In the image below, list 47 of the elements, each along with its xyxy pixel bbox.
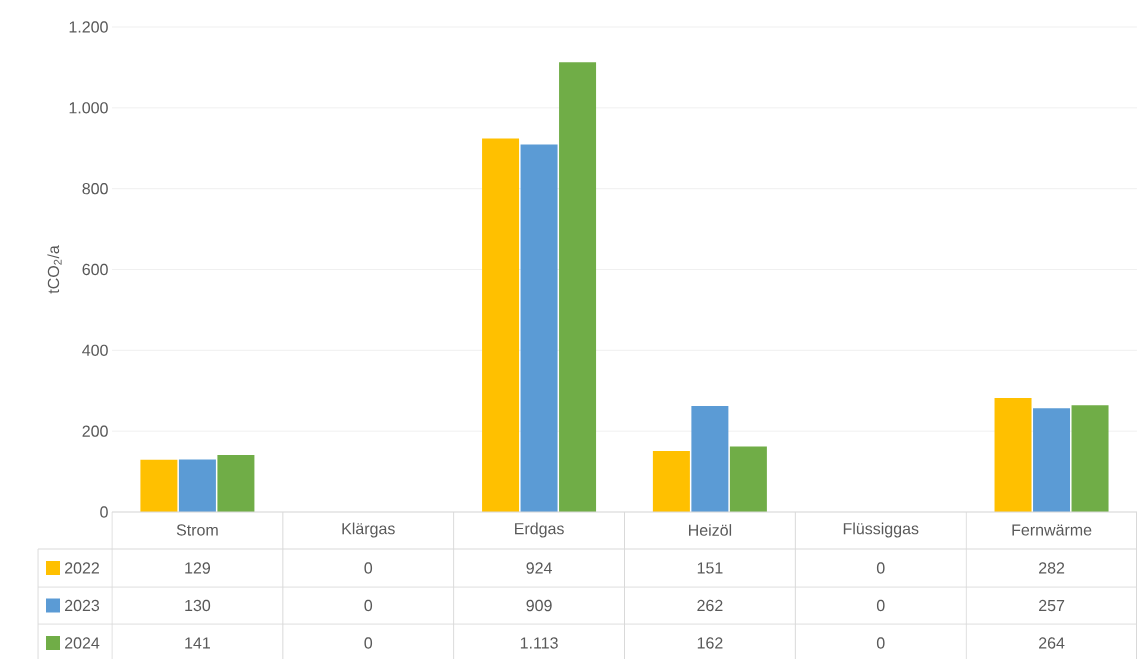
y-axis-title: tCO$_{2}$/a	[47, 245, 62, 294]
data-label: 0	[364, 599, 373, 612]
y-tick-label: 400	[82, 344, 108, 356]
data-label: 129	[185, 562, 211, 574]
data-label: 282	[1039, 562, 1065, 574]
x-tick-label: Strom	[176, 524, 218, 536]
x-tick-label: Heizöl	[689, 524, 732, 536]
legend-label: 2022	[65, 562, 99, 574]
bar	[559, 62, 597, 512]
bar	[1071, 405, 1109, 512]
data-label: 0	[876, 637, 885, 649]
legend-label: 2024	[65, 637, 100, 649]
y-tick-label: 0	[100, 506, 108, 518]
data-label: 909	[526, 599, 552, 612]
data-label: 0	[876, 599, 885, 612]
data-label: 151	[697, 562, 723, 574]
y-tick-label: 1.000	[69, 102, 108, 114]
bar	[178, 459, 216, 512]
x-tick-label: Flüssiggas	[843, 522, 919, 538]
x-tick-label: Erdgas	[515, 522, 564, 538]
data-label: 162	[697, 637, 723, 649]
y-tick-label: 1.200	[69, 21, 108, 33]
data-label: 141	[185, 637, 210, 649]
bar	[691, 406, 729, 512]
data-label: 130	[185, 599, 211, 612]
x-tick-label: Fernwärme	[1012, 524, 1092, 536]
bar	[652, 450, 690, 512]
y-tick-label: 200	[82, 425, 108, 437]
bar	[520, 144, 558, 512]
legend-label: 2023	[65, 599, 100, 612]
data-label: 0	[364, 562, 373, 574]
data-label: 264	[1039, 637, 1065, 649]
data-label: 924	[526, 562, 552, 574]
data-label: 0	[364, 637, 373, 649]
bar	[729, 446, 767, 512]
data-label: 262	[697, 599, 723, 612]
x-tick-label: Klärgas	[342, 522, 395, 538]
y-tick-label: 800	[82, 183, 108, 195]
bar	[217, 455, 255, 512]
y-tick-label: 600	[82, 263, 108, 276]
bar	[1033, 408, 1071, 512]
data-label: 257	[1039, 599, 1065, 612]
bar	[994, 398, 1032, 512]
bar	[140, 459, 178, 512]
data-label: 0	[876, 562, 885, 574]
bar	[482, 138, 520, 512]
data-label: 1.113	[520, 637, 558, 649]
